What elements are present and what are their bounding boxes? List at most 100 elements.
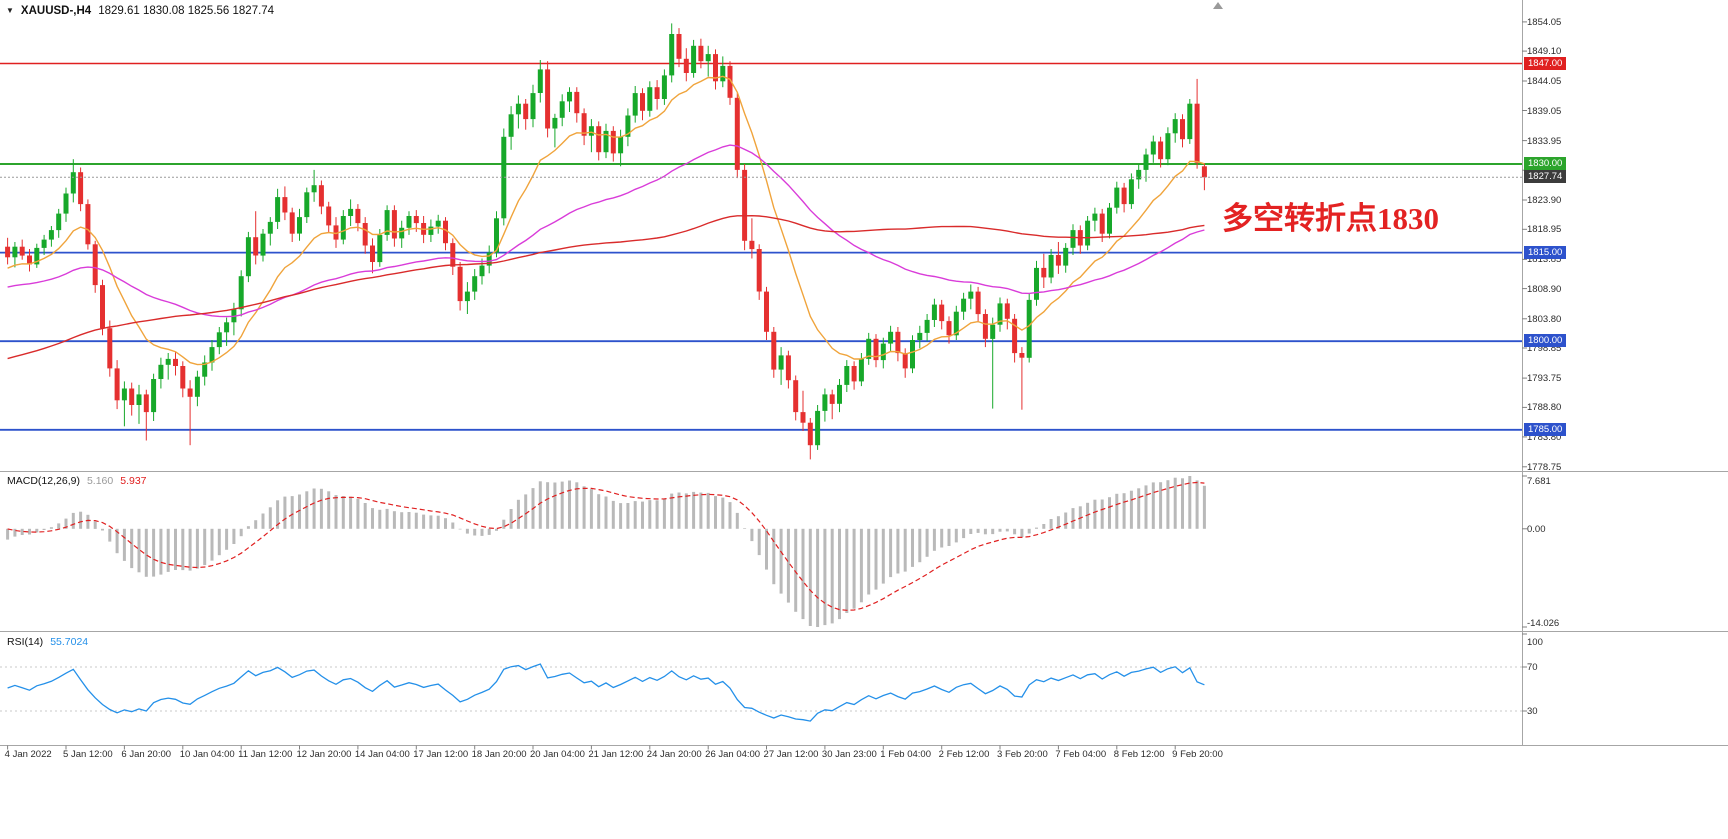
candle: [48, 230, 54, 240]
candle: [822, 394, 828, 411]
candle: [289, 212, 295, 234]
candle: [114, 368, 120, 401]
candle: [333, 225, 339, 240]
candle: [953, 311, 959, 336]
candle: [5, 246, 11, 258]
candle: [647, 87, 653, 111]
candle: [399, 227, 405, 239]
candle: [552, 117, 558, 129]
candle: [640, 93, 645, 111]
candle: [100, 285, 105, 329]
panel-separators: [0, 0, 1728, 746]
candle: [406, 216, 412, 228]
candle: [158, 364, 164, 379]
candle: [785, 355, 791, 381]
candle: [501, 136, 507, 219]
candle: [12, 246, 18, 258]
candle: [121, 388, 127, 401]
candle: [625, 115, 631, 137]
macd-signal-line: [7, 481, 1205, 611]
candle: [27, 255, 32, 265]
candle: [1114, 187, 1120, 208]
candle: [866, 338, 872, 359]
candle: [698, 45, 704, 62]
macd-indicator-label: MACD(12,26,9) 5.160 5.937: [7, 475, 147, 487]
candle: [800, 412, 806, 423]
candle: [734, 97, 740, 170]
candle: [450, 243, 456, 267]
candle: [771, 331, 777, 370]
candle: [151, 379, 157, 413]
chart-shift-marker[interactable]: [1213, 2, 1223, 9]
candle: [245, 237, 251, 277]
candle: [1085, 220, 1091, 246]
macd-histogram: [6, 476, 1206, 627]
candle: [844, 366, 850, 385]
candle: [610, 130, 616, 154]
candle: [1026, 299, 1032, 358]
rsi-line: [7, 663, 1205, 722]
candle: [990, 324, 996, 339]
macd-signal-value: 5.937: [120, 475, 147, 487]
candle: [895, 331, 901, 354]
candle: [107, 328, 113, 369]
candle: [858, 358, 864, 382]
candle: [1099, 213, 1105, 234]
candle: [1143, 154, 1149, 170]
candle: [654, 87, 660, 99]
candle: [340, 216, 346, 240]
candle: [238, 276, 244, 310]
candle: [793, 380, 799, 413]
candle: [194, 376, 200, 397]
candle: [603, 130, 609, 153]
axis-tick-marks: [7, 21, 1527, 750]
candle: [348, 208, 354, 216]
candle: [530, 93, 536, 120]
candle: [705, 54, 711, 62]
candle: [494, 218, 499, 253]
candle: [1158, 141, 1164, 160]
candle: [727, 65, 733, 98]
candle: [19, 246, 25, 256]
candle: [1019, 353, 1025, 358]
candle: [515, 103, 521, 115]
candle: [479, 265, 485, 277]
candle: [764, 291, 769, 332]
candle: [260, 233, 266, 256]
candle: [56, 213, 62, 231]
candle: [574, 91, 580, 114]
candle: [946, 321, 952, 336]
price-level-lines: [0, 62, 1522, 431]
candle: [1055, 255, 1061, 266]
candle: [632, 93, 638, 116]
candle: [1092, 213, 1098, 221]
candle: [413, 216, 419, 224]
candle: [1194, 103, 1200, 163]
candle: [311, 185, 317, 193]
candle: [880, 343, 886, 361]
candle: [1107, 207, 1112, 234]
candle: [180, 366, 186, 389]
rsi-value: 55.7024: [50, 636, 89, 648]
candle: [377, 234, 383, 263]
candle: [669, 34, 675, 76]
symbol-dropdown-icon[interactable]: ▼: [6, 6, 14, 15]
candle: [961, 298, 967, 312]
ma-line-sma100: [7, 214, 1205, 360]
candle: [917, 332, 923, 340]
candle: [545, 69, 551, 129]
candle: [1048, 255, 1054, 278]
symbol-ohlc-values: 1829.61 1830.08 1825.56 1827.74: [98, 5, 275, 17]
candle: [873, 338, 879, 361]
candle: [1034, 267, 1039, 300]
macd-main-value: 5.160: [86, 475, 114, 487]
candle: [756, 249, 762, 292]
candle: [457, 266, 463, 302]
candle: [982, 314, 988, 339]
candle: [968, 291, 974, 299]
candle: [1041, 267, 1047, 278]
candle: [187, 388, 193, 397]
candle: [384, 210, 390, 235]
